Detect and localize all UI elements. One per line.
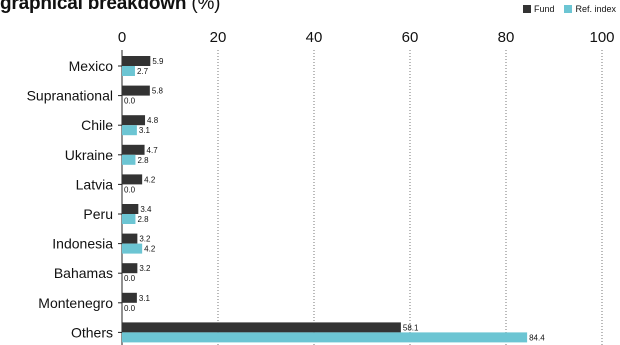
- legend-item-fund: Fund: [522, 4, 555, 14]
- bar-fund-bahamas: [122, 263, 138, 274]
- data-label-fund-others: 58.1: [403, 323, 419, 332]
- chart-title-unit: (%): [191, 0, 221, 14]
- bar-fund-peru: [122, 204, 139, 214]
- bar-ref-index-chile: [122, 125, 137, 136]
- data-label-ref-index-others: 84.4: [529, 333, 545, 342]
- data-label-ref-index-chile: 3.1: [139, 126, 151, 135]
- x-tick-label-80: 80: [498, 29, 515, 46]
- bar-fund-ukraine: [122, 144, 145, 155]
- bar-fund-latvia: [122, 174, 143, 185]
- category-label-indonesia: Indonesia: [52, 236, 113, 252]
- x-tick-label-60: 60: [402, 29, 419, 46]
- category-label-bahamas: Bahamas: [54, 265, 113, 281]
- bar-fund-supranational: [122, 85, 150, 96]
- category-label-montenegro: Montenegro: [38, 295, 113, 311]
- legend-swatch-fund: [522, 5, 531, 13]
- data-label-ref-index-supranational: 0.0: [124, 97, 136, 106]
- category-label-peru: Peru: [83, 206, 113, 222]
- data-label-fund-mexico: 5.9: [152, 57, 164, 66]
- data-label-ref-index-montenegro: 0.0: [124, 304, 136, 313]
- legend-label-fund: Fund: [533, 4, 555, 14]
- bar-ref-index-peru: [122, 214, 136, 224]
- data-label-ref-index-ukraine: 2.8: [137, 156, 149, 165]
- category-label-ukraine: Ukraine: [65, 147, 113, 163]
- data-label-ref-index-peru: 2.8: [137, 215, 149, 224]
- category-label-latvia: Latvia: [76, 176, 114, 192]
- bar-fund-indonesia: [122, 233, 138, 244]
- x-tick-label-0: 0: [118, 29, 126, 46]
- data-label-ref-index-bahamas: 0.0: [124, 274, 136, 283]
- data-label-fund-peru: 3.4: [140, 205, 152, 214]
- bar-ref-index-indonesia: [122, 243, 143, 254]
- data-label-ref-index-latvia: 0.0: [124, 185, 136, 194]
- x-tick-label-40: 40: [306, 29, 323, 46]
- bar-fund-chile: [122, 115, 146, 126]
- data-label-fund-indonesia: 3.2: [139, 235, 151, 244]
- bar-fund-montenegro: [122, 292, 137, 303]
- data-label-ref-index-mexico: 2.7: [137, 67, 149, 76]
- category-label-supranational: Supranational: [27, 88, 113, 104]
- bar-fund-others: [122, 322, 401, 333]
- legend-item-ref-index: Ref. index: [564, 4, 616, 14]
- data-label-fund-supranational: 5.8: [152, 87, 164, 96]
- data-label-fund-ukraine: 4.7: [147, 146, 159, 155]
- x-tick-label-20: 20: [210, 29, 227, 46]
- bar-ref-index-others: [122, 332, 528, 343]
- data-label-ref-index-indonesia: 4.2: [144, 245, 156, 254]
- data-label-fund-montenegro: 3.1: [139, 294, 151, 303]
- data-label-fund-bahamas: 3.2: [139, 264, 151, 273]
- x-tick-label-100: 100: [589, 29, 614, 46]
- bar-ref-index-mexico: [122, 66, 135, 76]
- legend: Fund Ref. index: [522, 4, 616, 14]
- legend-label-ref-index: Ref. index: [575, 4, 616, 14]
- bar-fund-mexico: [122, 56, 151, 66]
- bar-ref-index-ukraine: [122, 154, 136, 165]
- chart-title-text: graphical breakdown: [0, 0, 187, 14]
- data-label-fund-latvia: 4.2: [144, 175, 156, 184]
- category-label-chile: Chile: [81, 117, 113, 133]
- legend-swatch-ref-index: [564, 5, 573, 13]
- chart-title: graphical breakdown (%): [0, 0, 220, 15]
- data-label-fund-chile: 4.8: [147, 116, 159, 125]
- category-label-others: Others: [71, 324, 113, 340]
- category-label-mexico: Mexico: [69, 58, 114, 74]
